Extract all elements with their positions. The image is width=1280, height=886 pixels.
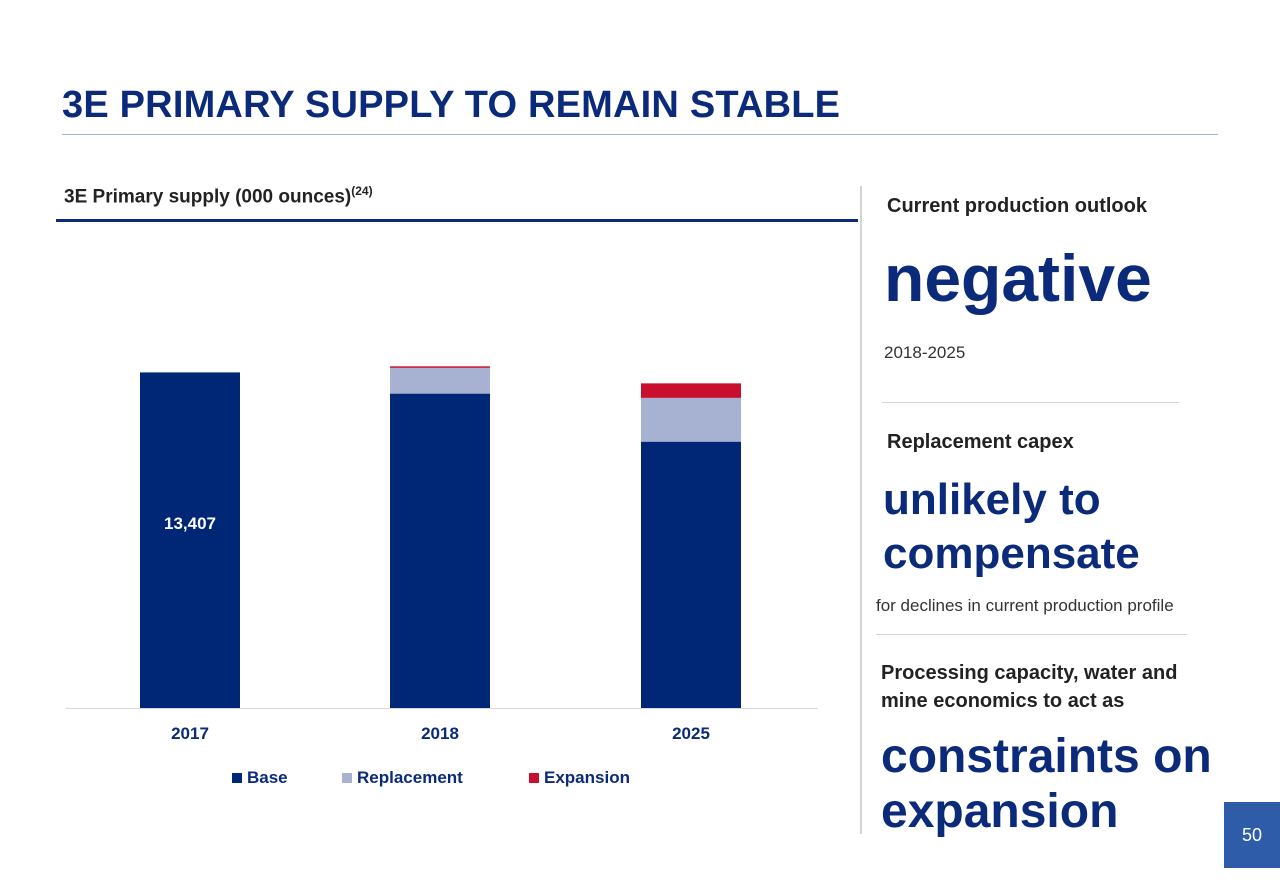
capex-value-line2: compensate <box>883 529 1140 578</box>
bar-expansion-2025 <box>641 383 741 398</box>
legend-item-expansion: Expansion <box>529 768 630 788</box>
outlook-divider <box>882 402 1179 403</box>
capex-value-line1: unlikely to <box>883 475 1101 524</box>
capex-label: Replacement capex <box>887 431 1074 453</box>
outlook-value: negative <box>884 241 1152 315</box>
legend-swatch-expansion <box>529 773 539 783</box>
capex-note: for declines in current production profi… <box>876 596 1174 615</box>
constraints-value-line2: expansion <box>881 785 1119 838</box>
bar-expansion-2018 <box>390 366 490 368</box>
legend-item-base: Base <box>232 768 288 788</box>
bar-replacement-2018 <box>390 367 490 394</box>
constraints-label-line1: Processing capacity, water and <box>881 662 1178 684</box>
outlook-period: 2018-2025 <box>884 343 966 362</box>
x-tick-label-2017: 2017 <box>171 724 209 743</box>
capex-divider <box>876 634 1187 635</box>
legend-label-expansion: Expansion <box>544 768 630 787</box>
bar-base-2017 <box>140 372 240 708</box>
outlook-label: Current production outlook <box>887 195 1147 217</box>
legend-swatch-base <box>232 773 242 783</box>
chart-title: 3E Primary supply (000 ounces)(24) <box>64 184 373 208</box>
data-label-2017: 13,407 <box>164 514 216 533</box>
legend-item-replacement: Replacement <box>342 768 463 788</box>
x-tick-label-2025: 2025 <box>672 724 710 743</box>
bar-base-2018 <box>390 393 490 708</box>
chart-title-text: 3E Primary supply (000 ounces) <box>64 186 352 208</box>
chart-title-underline <box>56 219 858 222</box>
title-divider <box>62 134 1218 135</box>
legend-label-replacement: Replacement <box>357 768 463 787</box>
legend-label-base: Base <box>247 768 288 787</box>
constraints-label-line2: mine economics to act as <box>881 690 1125 712</box>
bar-base-2025 <box>641 441 741 708</box>
stacked-bar-chart: 2017 2018 2025 13,407 <box>66 366 818 743</box>
panel-divider <box>860 186 862 834</box>
page-number: 50 <box>1224 802 1280 868</box>
chart-legend: Base Replacement Expansion <box>0 768 860 792</box>
x-tick-label-2018: 2018 <box>421 724 459 743</box>
chart-title-footnote: (24) <box>351 184 373 198</box>
constraints-value-line1: constraints on <box>881 730 1212 783</box>
bar-replacement-2025 <box>641 397 741 442</box>
legend-swatch-replacement <box>342 773 352 783</box>
slide-title: 3E PRIMARY SUPPLY TO REMAIN STABLE <box>62 84 841 126</box>
